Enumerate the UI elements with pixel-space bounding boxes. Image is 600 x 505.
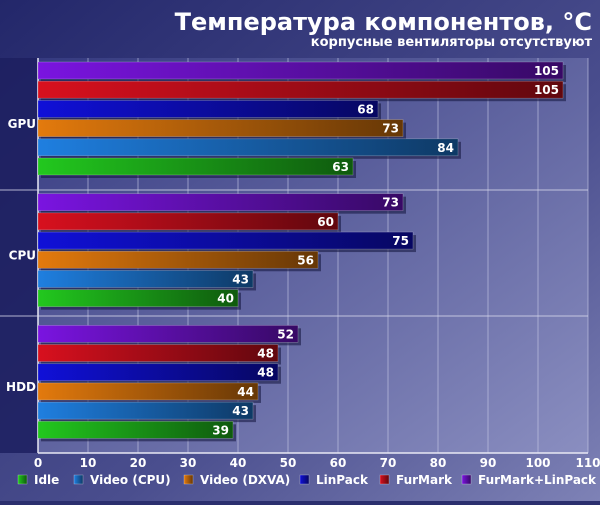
legend-swatch — [183, 474, 194, 485]
bar — [37, 100, 379, 118]
legend: Idle Video (CPU) Video (DXVA) LinPack FurMar… — [17, 473, 597, 487]
data-label: 75 — [392, 234, 409, 248]
data-label: 63 — [332, 160, 349, 174]
x-tick-label: 50 — [280, 456, 297, 470]
bar — [37, 61, 564, 80]
x-tick-label: 10 — [80, 456, 97, 470]
data-label: 48 — [257, 366, 274, 380]
x-tick-labels: 0 10 20 30 40 50 60 70 80 90 100 110 — [34, 456, 600, 470]
legend-label: Video (CPU) — [90, 473, 171, 487]
data-label: 39 — [212, 423, 229, 437]
x-tick-label: 70 — [380, 456, 397, 470]
legend-swatch — [17, 474, 28, 485]
bar — [37, 138, 459, 157]
bar — [37, 289, 239, 307]
category-label: GPU — [8, 117, 36, 131]
data-label: 73 — [382, 196, 399, 210]
bar — [37, 401, 254, 420]
data-label: 40 — [217, 292, 234, 306]
bar — [37, 325, 299, 343]
data-label: 52 — [277, 327, 294, 341]
data-label: 84 — [437, 141, 454, 155]
x-tick-label: 90 — [480, 456, 497, 470]
legend-swatch — [379, 474, 390, 485]
bar — [37, 382, 259, 401]
legend-swatch — [73, 474, 84, 485]
data-label: 73 — [382, 122, 399, 136]
data-label: 56 — [297, 253, 314, 267]
bar — [37, 250, 319, 269]
bar — [37, 231, 414, 250]
legend-swatch — [299, 474, 310, 485]
bar — [37, 193, 404, 211]
legend-label: LinPack — [316, 473, 369, 487]
x-tick-label: 80 — [430, 456, 447, 470]
data-label: 43 — [232, 272, 249, 286]
chart-subtitle: корпусные вентиляторы отсутствуют — [311, 35, 593, 50]
data-label: 48 — [257, 347, 274, 361]
data-label: 43 — [232, 404, 249, 418]
chart-title: Температура компонентов, °C — [175, 8, 592, 36]
x-tick-label: 60 — [330, 456, 347, 470]
legend-label: Idle — [34, 473, 59, 487]
x-tick-label: 20 — [130, 456, 147, 470]
category-label: CPU — [9, 249, 36, 263]
bar — [37, 344, 279, 362]
bars — [37, 61, 566, 442]
data-label: 60 — [317, 215, 334, 229]
bar — [37, 80, 564, 99]
bar — [37, 270, 254, 288]
x-tick-label: 100 — [525, 456, 550, 470]
legend-label: Video (DXVA) — [200, 473, 290, 487]
bar — [37, 157, 354, 176]
legend-label: FurMark+LinPack — [478, 473, 597, 487]
x-tick-label: 40 — [230, 456, 247, 470]
bar — [37, 212, 339, 231]
data-label: 68 — [357, 102, 374, 116]
bar — [37, 363, 279, 382]
legend-swatch — [461, 474, 472, 485]
data-label: 105 — [534, 83, 559, 97]
x-tick-label: 30 — [180, 456, 197, 470]
category-label: HDD — [6, 380, 36, 394]
data-label: 44 — [237, 385, 254, 399]
x-tick-label: 0 — [34, 456, 42, 470]
category-labels: GPU CPU HDD — [6, 117, 36, 394]
legend-label: FurMark — [396, 473, 453, 487]
bar — [37, 119, 404, 137]
data-label: 105 — [534, 64, 559, 78]
category-gutter — [0, 58, 38, 453]
x-tick-label: 110 — [575, 456, 600, 470]
bar — [37, 421, 234, 439]
